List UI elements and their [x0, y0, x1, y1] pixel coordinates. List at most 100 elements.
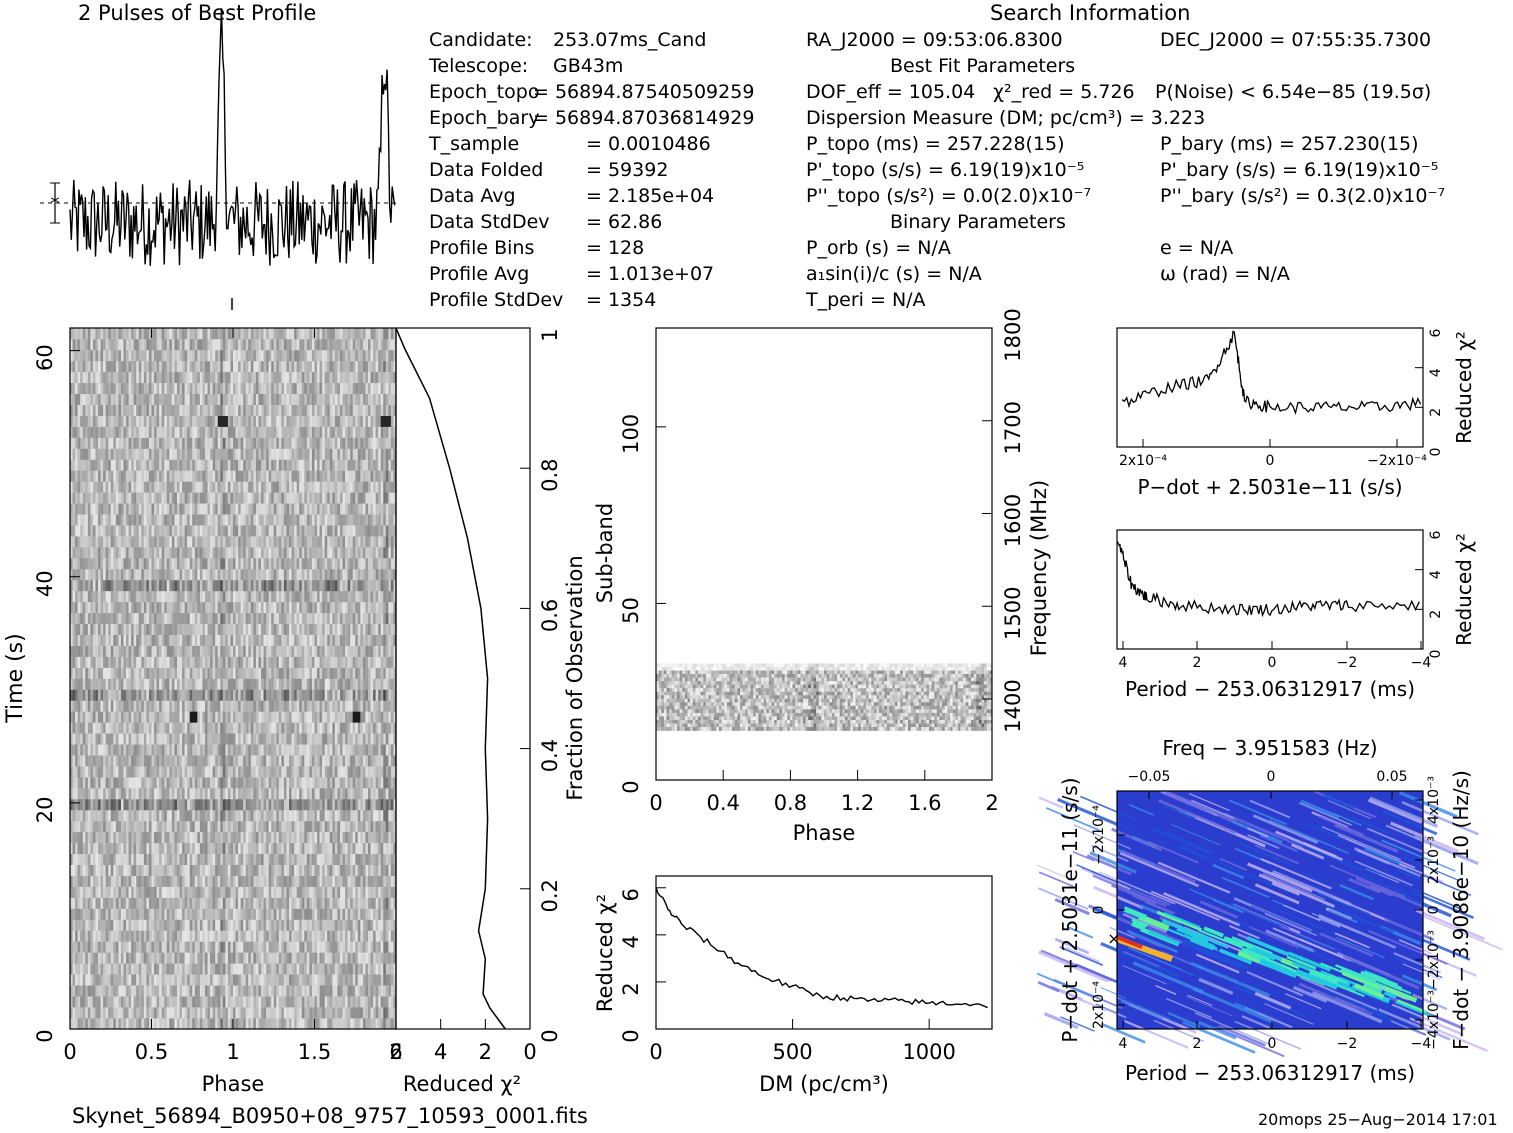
time-phase-cell	[161, 919, 165, 931]
time-phase-cell	[217, 831, 221, 844]
time-phase-cell	[367, 897, 371, 909]
time-phase-cell	[70, 777, 73, 789]
time-phase-cell	[156, 645, 160, 657]
time-phase-cell	[80, 656, 84, 668]
time-phase-cell	[108, 601, 112, 614]
time-phase-cell	[164, 744, 168, 756]
time-phase-cell	[215, 700, 219, 712]
time-phase-cell	[238, 722, 241, 734]
time-phase-cell	[278, 700, 282, 712]
time-phase-cell	[367, 612, 371, 625]
time-phase-cell	[184, 689, 188, 701]
time-phase-cell	[245, 886, 249, 898]
time-phase-cell	[210, 766, 213, 778]
time-phase-cell	[357, 809, 361, 822]
time-phase-cell	[339, 875, 343, 887]
time-phase-cell	[350, 777, 354, 789]
time-phase-cell	[159, 645, 162, 657]
time-phase-cell	[240, 612, 244, 625]
time-phase-cell	[268, 798, 272, 811]
time-phase-cell	[120, 809, 124, 822]
time-phase-cell	[110, 755, 114, 767]
time-phase-cell	[123, 766, 127, 778]
time-phase-cell	[103, 908, 106, 920]
time-phase-cell	[393, 875, 397, 887]
time-phase-cell	[136, 733, 140, 745]
time-phase-cell	[92, 1007, 96, 1019]
time-phase-cell	[311, 941, 315, 953]
time-phase-cell	[342, 634, 346, 646]
time-phase-cell	[230, 777, 234, 789]
time-phase-cell	[309, 875, 313, 887]
time-phase-cell	[210, 1018, 213, 1030]
time-phase-cell	[90, 1007, 94, 1019]
time-phase-cell	[357, 1007, 361, 1019]
time-phase-cell	[291, 1018, 295, 1030]
time-phase-cell	[250, 919, 254, 931]
time-phase-cell	[108, 711, 112, 723]
time-phase-cell	[87, 612, 91, 625]
time-phase-cell	[176, 864, 180, 876]
time-phase-cell	[289, 656, 292, 668]
time-phase-cell	[143, 689, 147, 701]
time-phase-cell	[90, 733, 94, 745]
time-phase-cell	[281, 930, 285, 942]
time-phase-cell	[138, 777, 142, 789]
time-phase-cell	[345, 908, 348, 920]
time-phase-cell	[80, 952, 84, 964]
time-phase-cell	[87, 864, 91, 876]
time-phase-cell	[98, 623, 101, 635]
time-phase-cell	[225, 875, 229, 887]
time-phase-cell	[148, 897, 152, 909]
time-phase-cell	[238, 678, 241, 690]
time-phase-cell	[82, 864, 86, 876]
time-phase-cell	[385, 875, 389, 887]
time-phase-cell	[357, 908, 361, 920]
time-phase-cell	[80, 864, 84, 876]
time-phase-cell	[166, 831, 170, 844]
time-phase-cell	[118, 930, 122, 942]
time-phase-cell	[166, 798, 170, 811]
time-phase-cell	[334, 777, 338, 789]
time-phase-cell	[233, 788, 236, 800]
time-phase-cell	[301, 897, 305, 909]
time-phase-cell	[365, 930, 369, 942]
time-phase-cell	[174, 766, 178, 778]
time-phase-cell	[350, 952, 354, 964]
time-phase-cell	[238, 733, 241, 745]
time-phase-cell	[187, 864, 191, 876]
time-phase-cell	[159, 941, 162, 953]
time-phase-cell	[306, 974, 310, 986]
time-phase-cell	[146, 744, 150, 756]
time-phase-cell	[138, 820, 142, 833]
time-phase-cell	[357, 634, 361, 646]
time-phase-cell	[113, 1018, 117, 1030]
time-phase-cell	[161, 667, 165, 679]
time-phase-cell	[161, 744, 165, 756]
time-phase-cell	[314, 711, 318, 723]
time-phase-cell	[322, 656, 325, 668]
time-phase-cell	[278, 1018, 282, 1030]
time-phase-cell	[337, 908, 341, 920]
time-phase-cell	[151, 842, 155, 855]
time-phase-cell	[225, 700, 229, 712]
time-phase-cell	[240, 853, 244, 865]
time-phase-cell	[332, 952, 336, 964]
time-phase-cell	[179, 820, 183, 833]
time-phase-cell	[276, 919, 280, 931]
time-phase-cell	[87, 766, 91, 778]
time-phase-cell	[357, 689, 361, 701]
time-phase-cell	[161, 930, 165, 942]
time-phase-cell	[133, 941, 137, 953]
time-phase-cell	[75, 755, 78, 767]
time-phase-cell	[235, 996, 239, 1008]
time-phase-cell	[276, 678, 280, 690]
time-phase-cell	[367, 930, 371, 942]
time-phase-cell	[184, 656, 188, 668]
time-phase-cell	[105, 744, 109, 756]
time-phase-cell	[171, 1007, 175, 1019]
time-phase-cell	[128, 974, 132, 986]
time-phase-cell	[383, 919, 387, 931]
time-phase-cell	[339, 667, 343, 679]
time-phase-cell	[301, 623, 305, 635]
